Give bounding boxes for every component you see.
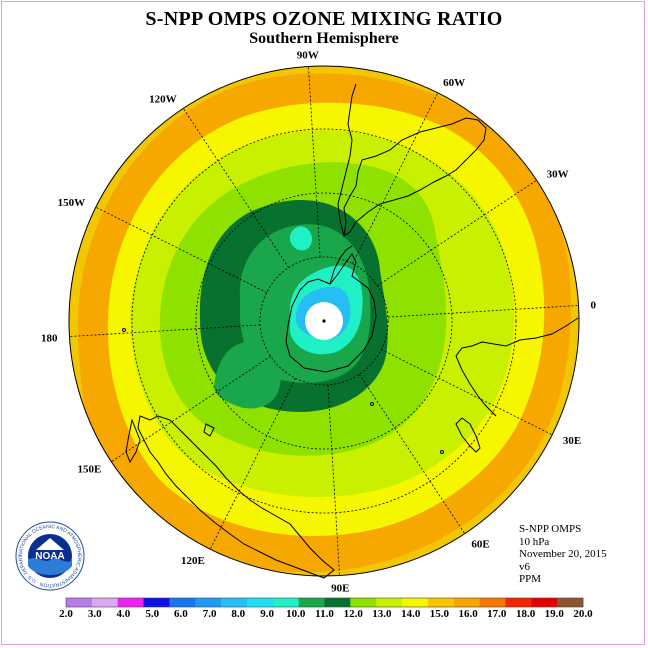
colorbar-tick-label: 3.0: [88, 608, 102, 620]
coastline-australia: [137, 415, 335, 579]
info-date: November 20, 2015: [519, 548, 607, 560]
colorbar-tick-label: 18.0: [516, 608, 536, 620]
colorbar-tick-label: 11.0: [315, 608, 334, 620]
coastline-antarctic-peninsula: [329, 245, 353, 285]
colorbar-swatch: [246, 598, 274, 607]
longitude-label: 90E: [331, 583, 349, 595]
colorbar-swatch: [453, 598, 480, 607]
colorbar-swatch: [479, 598, 506, 607]
coastline-antarctica: [285, 253, 377, 373]
colorbar-swatch: [169, 598, 196, 607]
coastline-africa: [455, 317, 579, 417]
info-instrument: S-NPP OMPS: [519, 523, 582, 535]
colorbar-tick-label: 17.0: [487, 608, 507, 620]
ozone-field: [69, 66, 579, 576]
longitude-label: 150W: [58, 197, 86, 209]
colorbar-swatch: [66, 598, 93, 607]
pole-marker: [322, 319, 326, 323]
colorbar-tick-label: 15.0: [430, 608, 450, 620]
longitude-labels: 90W 60W 30W 0 30E 60E 90E 120E 150E 180 150W 120W: [41, 50, 597, 595]
latitude-circle-45s: [131, 128, 517, 514]
graticule: [69, 66, 579, 576]
colorbar-swatch: [91, 598, 118, 607]
coastline-madagascar: [455, 417, 481, 453]
coastlines: [122, 83, 579, 579]
info-level: 10 hPa: [519, 535, 550, 548]
longitude-label: 60W: [443, 77, 465, 89]
noaa-logo: NATIONAL OCEANIC AND ATMOSPHERIC ADMINIS…: [12, 516, 86, 597]
colorbar-tick-label: 19.0: [545, 608, 565, 620]
coastline-south-america-west: [337, 83, 357, 237]
latitude-circle-75s: [259, 256, 389, 386]
ozone-band-10b: [290, 226, 313, 251]
ozone-band-11b: [214, 341, 282, 409]
colorbar-tick-label: 20.0: [573, 608, 593, 620]
colorbar-outline: [65, 597, 584, 608]
colorbar-tick-label: 13.0: [372, 608, 392, 620]
colorbar-swatch: [324, 598, 351, 607]
globe-outline: [68, 65, 580, 577]
colorbar-swatch: [402, 598, 429, 607]
colorbar-swatch: [221, 598, 248, 607]
info-units: PPM: [519, 573, 542, 585]
colorbar-tick-label: 14.0: [401, 608, 421, 620]
longitude-label: 90W: [297, 50, 319, 62]
colorbar-swatch: [272, 598, 299, 607]
island-3: [440, 450, 444, 454]
longitude-label: 120W: [149, 93, 177, 105]
longitude-label: 30W: [547, 169, 569, 181]
colorbar-swatch: [195, 598, 222, 607]
colorbar-swatch: [376, 598, 403, 607]
colorbar-tick-label: 8.0: [231, 608, 245, 620]
colorbar-swatch: [298, 598, 325, 607]
info-version: v6: [519, 560, 530, 573]
coastline-tasmania: [203, 423, 215, 437]
colorbar-tick-label: 10.0: [286, 608, 306, 620]
coastline-new-zealand: [125, 418, 141, 464]
colorbar-tick-label: 4.0: [117, 608, 131, 620]
longitude-label: 120E: [181, 555, 205, 567]
noaa-logo-text: NOAA: [35, 551, 64, 562]
longitude-label: 180: [41, 332, 58, 344]
map-title: S-NPP OMPS OZONE MIXING RATIO: [145, 8, 503, 30]
colorbar-tick-label: 2.0: [59, 608, 73, 620]
colorbar-tick-label: 12.0: [344, 608, 364, 620]
colorbar-tick-label: 16.0: [458, 608, 478, 620]
colorbar: 2.0 3.0 4.0 5.0 6.0 7.0 8.0 9.0 10.0 11.0 12.0 13.0…: [59, 597, 593, 620]
island-1: [122, 328, 126, 332]
colorbar-swatch: [350, 598, 377, 607]
coastline-south-america: [343, 117, 487, 238]
map-subtitle: Southern Hemisphere: [249, 30, 399, 47]
colorbar-tick-label: 6.0: [174, 608, 188, 620]
latitude-circle-60s: [195, 192, 453, 450]
colorbar-tick-label: 9.0: [260, 608, 274, 620]
colorbar-tick-label: 7.0: [203, 608, 217, 620]
colorbar-swatch: [531, 598, 558, 607]
colorbar-tick-label: 5.0: [145, 608, 159, 620]
colorbar-swatch: [505, 598, 532, 607]
longitude-label: 0: [591, 300, 597, 312]
colorbar-swatch: [117, 598, 144, 607]
colorbar-swatch: [143, 598, 170, 607]
colorbar-swatch: [427, 598, 455, 607]
island-2: [370, 402, 374, 406]
data-info-panel: S-NPP OMPS 10 hPa November 20, 2015 v6 P…: [519, 523, 607, 586]
longitude-label: 60E: [471, 539, 489, 551]
colorbar-swatch: [557, 598, 584, 607]
longitude-label: 30E: [563, 435, 581, 447]
longitude-label: 150E: [78, 463, 102, 475]
